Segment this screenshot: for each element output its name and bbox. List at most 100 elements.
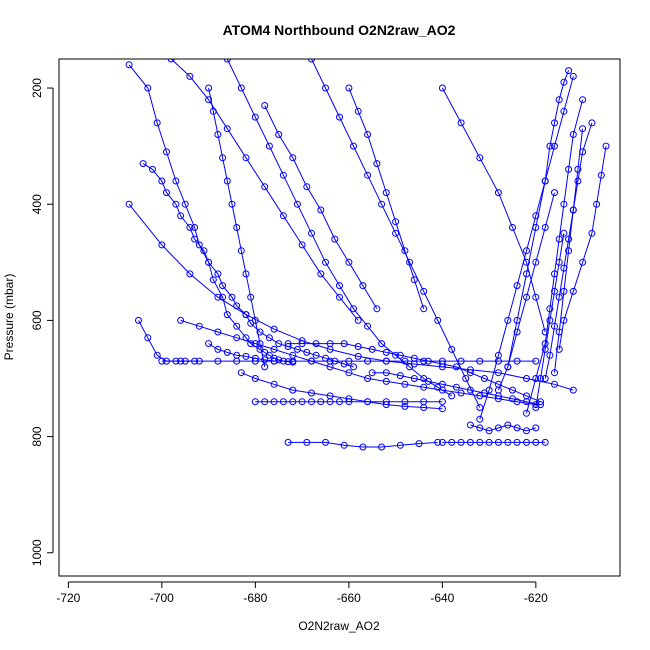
data-point — [434, 316, 442, 324]
series-layer — [125, 59, 610, 451]
data-point — [396, 351, 404, 359]
data-point — [233, 302, 241, 310]
data-point — [209, 276, 217, 284]
series-5 — [167, 59, 362, 324]
data-point — [303, 438, 311, 446]
data-point — [265, 142, 273, 150]
data-point — [476, 415, 484, 423]
data-point — [261, 398, 269, 406]
data-point — [513, 316, 521, 324]
series-line — [311, 59, 481, 408]
data-point — [551, 142, 558, 150]
data-point — [364, 322, 372, 330]
data-point — [532, 375, 540, 382]
data-point — [293, 345, 301, 353]
series-8 — [223, 59, 456, 400]
data-point — [569, 72, 577, 80]
data-point — [494, 386, 502, 394]
data-point — [214, 270, 222, 278]
data-point — [438, 438, 446, 446]
data-point — [326, 398, 334, 406]
data-point — [158, 177, 166, 185]
data-point — [308, 398, 315, 406]
data-point — [532, 224, 540, 231]
series-line — [170, 59, 359, 321]
data-point — [177, 316, 185, 324]
series-line — [558, 146, 607, 350]
data-point — [195, 322, 203, 330]
data-point — [354, 343, 362, 350]
data-point — [228, 293, 236, 301]
data-point — [560, 229, 568, 237]
data-point — [579, 96, 587, 104]
series-1 — [125, 61, 297, 366]
data-point — [457, 438, 465, 446]
series-15 — [345, 84, 428, 313]
data-point — [392, 218, 400, 226]
data-point — [317, 398, 325, 406]
data-point — [205, 340, 213, 348]
data-point — [345, 398, 353, 406]
data-point — [336, 282, 343, 290]
data-point — [569, 386, 577, 394]
data-point — [177, 212, 185, 220]
data-point — [523, 375, 530, 382]
data-point — [551, 189, 558, 197]
series-10 — [251, 398, 446, 406]
x-axis-label: O2N2raw_AO2 — [298, 619, 380, 633]
data-point — [513, 438, 521, 446]
data-point — [256, 340, 264, 348]
data-point — [438, 405, 446, 413]
data-point — [462, 375, 470, 382]
data-point — [565, 235, 573, 243]
data-point — [261, 356, 269, 364]
data-point — [242, 311, 250, 319]
data-point — [523, 270, 530, 278]
data-point — [364, 357, 372, 365]
data-point — [401, 380, 409, 388]
data-point — [476, 154, 484, 162]
series-28 — [205, 340, 278, 365]
series-line — [288, 343, 541, 403]
data-point — [504, 363, 512, 371]
data-point — [532, 212, 540, 220]
data-point — [350, 142, 357, 150]
series-13 — [284, 438, 442, 451]
data-point — [532, 258, 540, 266]
series-line — [554, 128, 584, 373]
data-point — [308, 357, 315, 365]
data-point — [546, 305, 554, 313]
data-point — [551, 287, 558, 295]
data-point — [373, 305, 381, 313]
data-point — [303, 348, 311, 356]
plot-area — [125, 59, 610, 451]
data-point — [434, 438, 442, 446]
data-point — [172, 357, 180, 365]
data-point — [420, 305, 428, 313]
data-point — [424, 377, 432, 385]
data-point — [228, 200, 236, 208]
series-line — [264, 105, 378, 310]
data-point — [597, 171, 605, 179]
data-point — [373, 160, 381, 168]
data-point — [322, 84, 329, 92]
data-point — [565, 67, 573, 75]
data-point — [420, 383, 428, 391]
data-point — [513, 357, 521, 365]
data-point — [509, 386, 516, 394]
data-point — [261, 183, 269, 191]
series-line — [441, 87, 546, 333]
data-point — [466, 421, 474, 429]
data-point — [560, 78, 568, 86]
data-point — [555, 345, 563, 353]
data-point — [485, 438, 493, 446]
data-point — [476, 357, 484, 365]
data-point — [368, 345, 376, 353]
series-line — [208, 87, 266, 367]
data-point — [317, 206, 325, 214]
chart-title: ATOM4 Northbound O2N2raw_AO2 — [223, 22, 456, 38]
data-point — [588, 229, 596, 237]
data-point — [331, 235, 339, 243]
data-point — [233, 351, 241, 359]
